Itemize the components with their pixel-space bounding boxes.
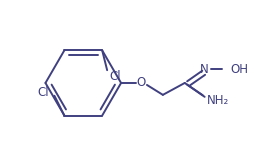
Text: N: N bbox=[200, 63, 209, 76]
Text: O: O bbox=[136, 76, 146, 89]
Text: OH: OH bbox=[230, 63, 249, 76]
Text: NH₂: NH₂ bbox=[207, 94, 229, 107]
Text: Cl: Cl bbox=[109, 70, 121, 83]
Text: Cl: Cl bbox=[38, 86, 49, 99]
